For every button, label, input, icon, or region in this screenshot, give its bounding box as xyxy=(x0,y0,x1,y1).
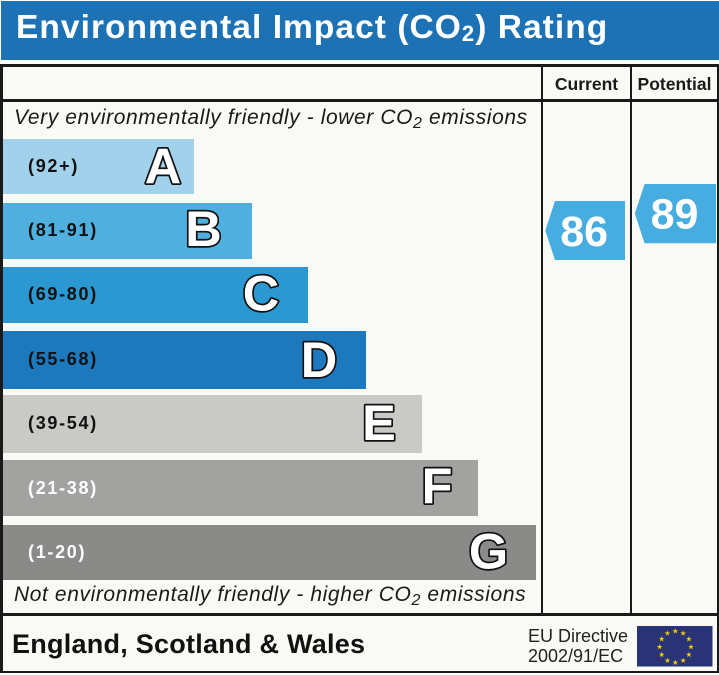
svg-text:86: 86 xyxy=(560,208,608,256)
svg-text:G: G xyxy=(469,523,508,580)
svg-text:89: 89 xyxy=(651,191,699,239)
svg-text:E: E xyxy=(362,394,396,451)
svg-text:B: B xyxy=(185,200,221,257)
svg-text:D: D xyxy=(301,331,337,388)
svg-text:C: C xyxy=(243,265,279,322)
svg-text:F: F xyxy=(422,457,453,514)
svg-text:A: A xyxy=(145,138,181,195)
